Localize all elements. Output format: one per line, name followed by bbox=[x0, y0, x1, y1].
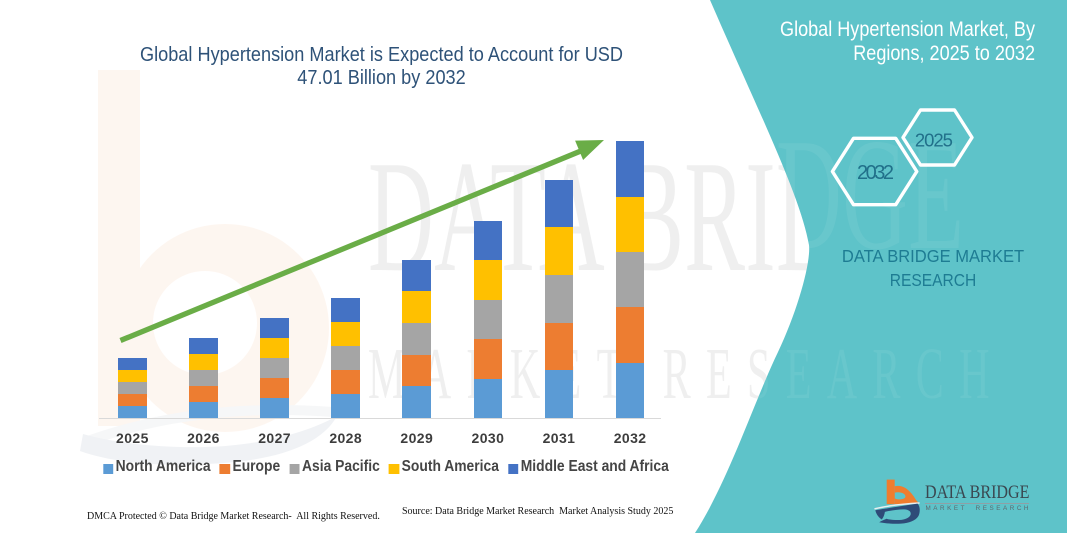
svg-text:2025: 2025 bbox=[915, 129, 953, 150]
svg-text:2032: 2032 bbox=[857, 162, 894, 184]
